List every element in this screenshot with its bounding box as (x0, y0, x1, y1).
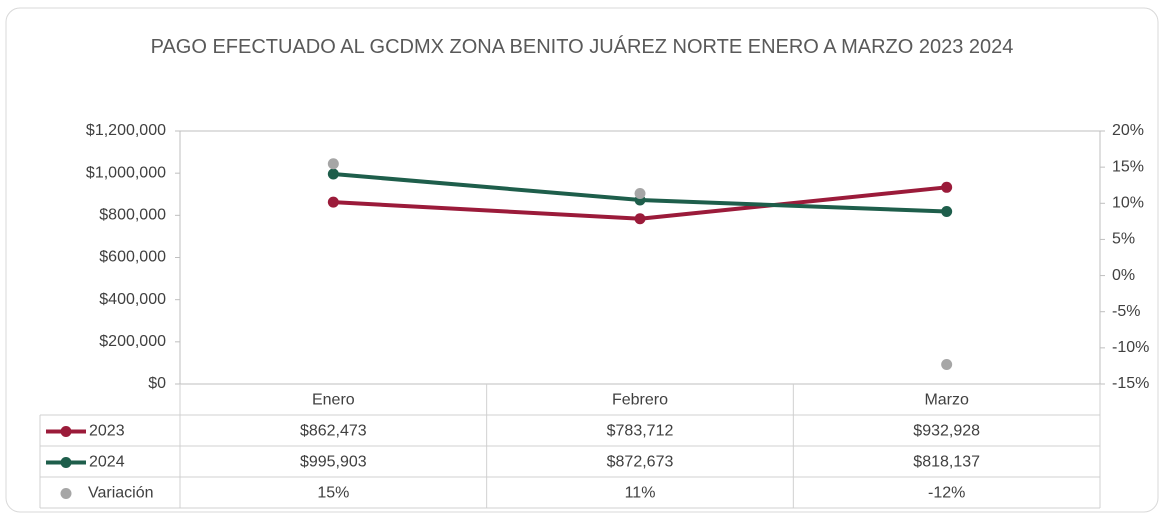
y-tick-label: $1,000,000 (86, 164, 166, 181)
data-point (634, 213, 646, 225)
table-value: $932,928 (913, 423, 980, 440)
y-tick-label: $200,000 (99, 333, 166, 350)
table-value: $783,712 (607, 423, 674, 440)
y2-tick-label: 0% (1112, 267, 1135, 284)
y2-tick-label: 15% (1112, 158, 1144, 175)
y-tick-label: $800,000 (99, 207, 166, 224)
table-value: -12% (928, 485, 965, 502)
legend-label: Variación (88, 485, 154, 502)
data-point (941, 358, 953, 370)
y-tick-label: $600,000 (99, 249, 166, 266)
y2-tick-label: -15% (1112, 375, 1149, 392)
legend-marker (60, 426, 72, 437)
x-tick-label: Marzo (924, 392, 969, 409)
chart-title: PAGO EFECTUADO AL GCDMX ZONA BENITO JUÁR… (150, 36, 1014, 58)
y2-tick-label: -5% (1112, 303, 1140, 320)
data-point (327, 168, 339, 180)
legend-marker (60, 488, 72, 499)
table-value: $818,137 (913, 454, 980, 471)
legend-marker (60, 457, 72, 468)
table-value: $995,903 (300, 454, 367, 471)
data-point (327, 158, 339, 170)
legend-label: 2024 (89, 454, 125, 471)
y2-tick-label: 10% (1112, 195, 1144, 212)
y2-tick-label: -10% (1112, 339, 1149, 356)
data-point (941, 181, 953, 193)
data-point (634, 188, 646, 200)
y-tick-label: $400,000 (99, 291, 166, 308)
data-point (941, 206, 953, 218)
card-border (5, 7, 1159, 513)
table-value: $862,473 (300, 423, 367, 440)
y2-tick-label: 20% (1112, 122, 1144, 139)
y-tick-label: $0 (148, 375, 166, 392)
x-tick-label: Enero (312, 392, 355, 409)
legend-label: 2023 (89, 423, 125, 440)
table-value: 11% (625, 485, 656, 502)
x-tick-label: Febrero (612, 392, 668, 409)
y2-tick-label: 5% (1112, 231, 1135, 248)
table-value: 15% (317, 485, 349, 502)
data-point (327, 196, 339, 208)
table-value: $872,673 (607, 454, 674, 471)
y-tick-label: $1,200,000 (86, 122, 166, 139)
